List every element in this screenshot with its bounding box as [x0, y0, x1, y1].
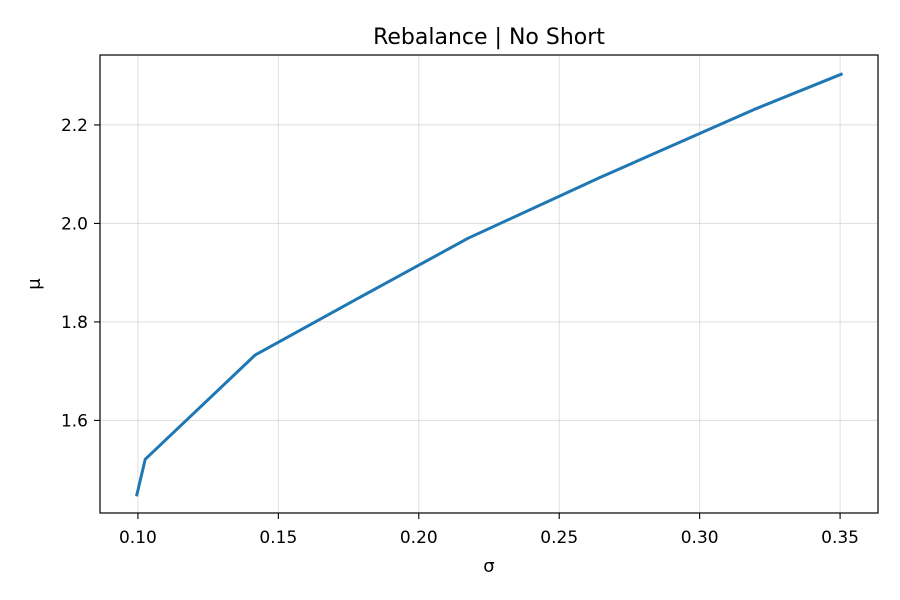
- y-axis-label: μ: [24, 278, 45, 290]
- x-tick-label: 0.15: [259, 528, 297, 548]
- x-tick-label: 0.35: [821, 528, 859, 548]
- x-tick-label: 0.30: [681, 528, 719, 548]
- chart-title: Rebalance | No Short: [373, 25, 605, 50]
- x-tick-label: 0.20: [400, 528, 438, 548]
- y-tick-label: 1.8: [61, 313, 88, 333]
- grid: [100, 55, 878, 513]
- series-layer: [135, 72, 844, 497]
- plot-frame: [99, 54, 879, 514]
- y-tick-label: 2.2: [61, 116, 88, 136]
- x-axis: 0.10 0.15 0.20 0.25 0.30 0.35: [119, 513, 859, 548]
- y-tick-label: 1.6: [61, 411, 88, 431]
- y-tick-label: 2.0: [61, 214, 88, 234]
- x-tick-label: 0.10: [119, 528, 157, 548]
- x-axis-label: σ: [483, 556, 494, 577]
- series-line: [135, 72, 844, 497]
- y-axis: 1.6 1.8 2.0 2.2: [61, 116, 100, 431]
- x-tick-label: 0.25: [540, 528, 578, 548]
